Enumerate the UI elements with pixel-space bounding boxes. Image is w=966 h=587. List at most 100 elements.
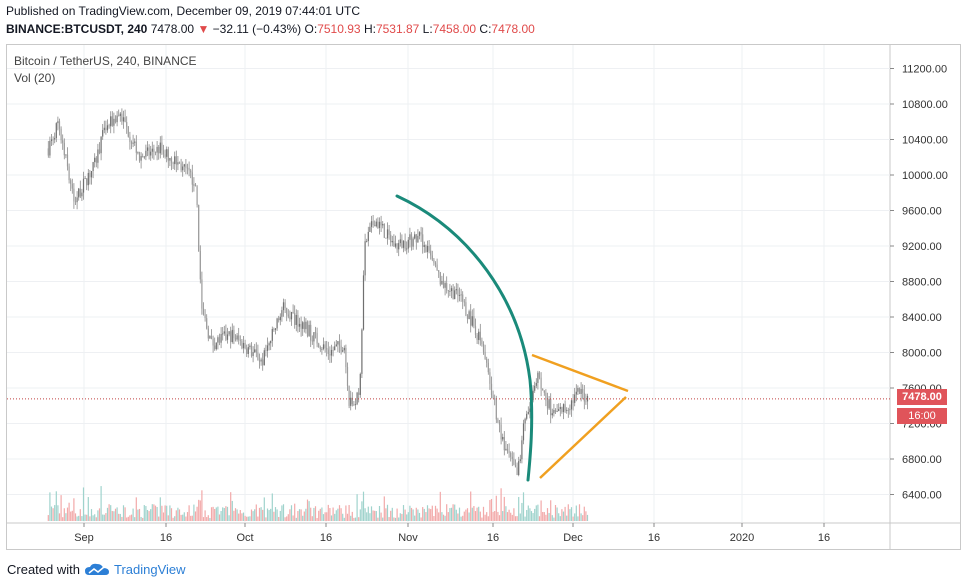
volume-bar — [446, 504, 448, 521]
candle-body — [268, 343, 270, 346]
candle-body — [271, 329, 273, 341]
volume-bar — [449, 508, 451, 521]
last-price: 7478.00 — [150, 22, 195, 36]
candle-body — [87, 172, 89, 186]
candle-body — [580, 389, 582, 394]
volume-bar — [351, 511, 353, 521]
volume-bar — [319, 508, 321, 521]
candle-body — [290, 311, 293, 320]
candle-body — [326, 347, 328, 350]
volume-bar — [87, 497, 89, 521]
volume-bar — [369, 513, 371, 521]
volume-bar — [215, 507, 217, 521]
volume-bar — [433, 516, 435, 521]
candle-body — [65, 154, 67, 156]
high-label: H: — [363, 22, 376, 36]
volume-bar — [122, 505, 125, 521]
volume-bar — [417, 509, 419, 521]
candle-body — [366, 241, 368, 242]
volume-bar — [300, 509, 302, 521]
volume-bar — [174, 516, 176, 521]
volume-bar — [362, 491, 365, 521]
volume-bar — [402, 505, 405, 521]
volume-bar — [106, 507, 109, 521]
volume-bar — [430, 509, 432, 521]
volume-bar — [354, 517, 357, 521]
candle-body — [286, 307, 288, 315]
volume-bar — [537, 504, 539, 521]
volume-bar — [274, 507, 277, 521]
volume-bar — [492, 511, 494, 521]
candle-body — [486, 358, 488, 363]
candle-body — [385, 237, 387, 239]
candle-body — [378, 221, 381, 229]
candle-body — [207, 328, 209, 339]
volume-bar — [150, 509, 152, 521]
volume-bar — [191, 515, 193, 521]
volume-bar — [498, 515, 501, 521]
volume-bar — [81, 516, 83, 521]
volume-bar — [220, 511, 222, 521]
volume-bar — [92, 515, 94, 521]
candle-body — [84, 178, 86, 180]
candle-body — [217, 337, 219, 343]
ticker-label: BINANCE:BTCUSDT, 240 — [6, 22, 148, 36]
candle-body — [551, 413, 553, 416]
volume-bar — [439, 491, 441, 521]
volume-bar — [295, 517, 297, 521]
candle-body — [134, 141, 136, 143]
volume-bar — [116, 507, 118, 521]
candle-body — [255, 349, 257, 353]
candle-body — [138, 152, 141, 161]
candle-body — [230, 331, 232, 343]
volume-bar — [273, 511, 275, 521]
tradingview-link[interactable]: TradingView — [113, 562, 186, 577]
candle-body — [506, 448, 509, 452]
candle-body — [247, 347, 249, 354]
volume-bar — [570, 507, 573, 521]
volume-bar — [270, 508, 272, 521]
candle-body — [198, 204, 200, 252]
x-tick-label: 16 — [818, 532, 830, 544]
candle-body — [260, 359, 262, 362]
volume-bar — [401, 513, 403, 521]
candle-body — [446, 283, 448, 291]
candle-body — [473, 316, 475, 327]
candle-body — [129, 136, 131, 143]
candle-body — [79, 188, 81, 197]
candle-body — [377, 221, 379, 229]
volume-bar — [399, 513, 401, 521]
candle-body — [511, 456, 513, 459]
candle-body — [391, 241, 393, 243]
volume-bar — [100, 486, 102, 521]
candle-body — [380, 221, 382, 226]
arc-drawing — [395, 194, 534, 482]
candle-body — [468, 311, 470, 319]
high-value: 7531.87 — [375, 22, 420, 36]
volume-bar — [140, 516, 142, 521]
candle-body — [369, 226, 371, 232]
candle-body — [463, 301, 465, 303]
candle-body — [313, 332, 315, 342]
candle-body — [414, 234, 416, 239]
volume-bar — [103, 514, 105, 521]
volume-bar — [564, 506, 566, 521]
volume-bar — [324, 512, 326, 521]
volume-bar — [340, 508, 342, 521]
candle-body — [118, 115, 120, 117]
volume-bar — [527, 505, 529, 521]
candle-body — [143, 156, 145, 158]
y-tick-label: 10400.00 — [902, 135, 948, 147]
candle-body — [191, 172, 193, 185]
candle-body — [263, 350, 265, 366]
candle-body — [510, 452, 512, 457]
volume-bar — [530, 511, 533, 521]
candle-body — [439, 272, 441, 285]
candle-body — [244, 342, 246, 349]
volume-bar — [546, 508, 549, 521]
candle-body — [178, 162, 181, 164]
candle-body — [318, 343, 320, 348]
triangle-lower-line — [539, 396, 627, 479]
candle-body — [335, 344, 337, 347]
